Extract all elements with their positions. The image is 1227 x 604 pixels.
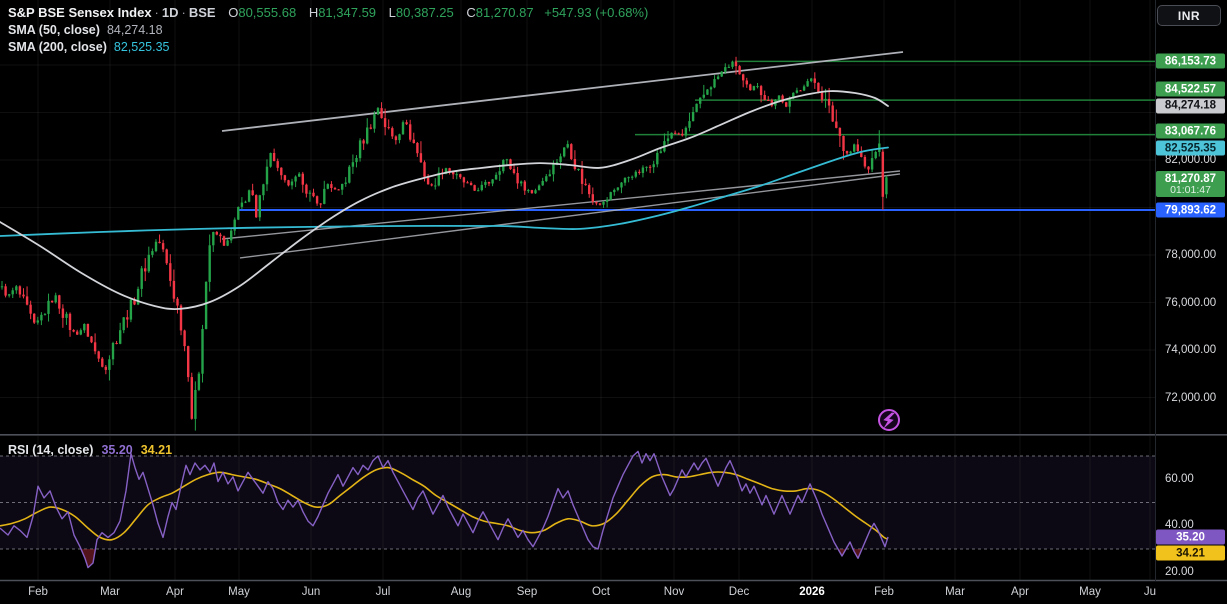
sma50-label: SMA (50, close) (8, 23, 100, 37)
axis-tick-label: 78,000.00 (1165, 249, 1217, 261)
axis-tick-label: 76,000.00 (1165, 296, 1217, 309)
flash-icon[interactable] (878, 409, 900, 431)
time-axis-label: Mar (945, 586, 965, 598)
axis-tick-label: 20.00 (1165, 566, 1194, 578)
time-axis-label: Aug (450, 586, 472, 598)
grid-lines (0, 0, 1155, 580)
time-axis-label: Apr (166, 586, 184, 598)
time-axis-label: Ju (1143, 586, 1157, 598)
price-label-badge[interactable]: 83,067.76 (1156, 123, 1225, 139)
sma200-label: SMA (200, close) (8, 40, 107, 54)
time-axis-label: Jun (301, 586, 321, 598)
open-label: O (228, 5, 239, 20)
time-axis-label: Sep (516, 586, 538, 598)
price-label-badge[interactable]: 34.21 (1156, 545, 1225, 561)
rsi-band (0, 455, 1155, 550)
sma50-line[interactable] (0, 90, 889, 311)
rsi-ma-line[interactable] (0, 466, 889, 541)
price-label-badge[interactable]: 81,270.87 01:01:47 (1156, 171, 1225, 197)
separator-dot: · (181, 5, 186, 20)
symbol-title-row: S&P BSE Sensex Index · 1D · BSE O80,555.68 H… (8, 5, 648, 21)
timeframe-label[interactable]: 1D (161, 5, 179, 20)
price-label-badge[interactable]: 84,522.57 (1156, 81, 1225, 97)
separator-dot: · (154, 5, 159, 20)
rsi-line[interactable] (0, 450, 889, 569)
time-axis-label: Nov (663, 586, 685, 598)
countdown-timer: 01:01:47 (1170, 183, 1211, 196)
time-axis-label: May (1079, 586, 1101, 598)
sma200-legend[interactable]: SMA (200, close) 82,525.35 (8, 39, 648, 55)
candles[interactable] (0, 56, 888, 431)
sma200-line[interactable] (0, 146, 889, 237)
rsi-oversold-fill (81, 549, 862, 568)
time-axis-label: Oct (592, 586, 610, 598)
axis-tick-label: 40.00 (1165, 519, 1194, 531)
time-axis-label: Feb (28, 586, 48, 598)
high-label: H (308, 5, 319, 20)
pane-separators[interactable] (0, 0, 1227, 582)
rsi-value: 35.20 (101, 443, 133, 457)
price-label-badge[interactable]: 35.20 (1156, 529, 1225, 545)
close-label: C (466, 5, 476, 20)
axis-tick-label: 60.00 (1165, 473, 1194, 485)
rsi-legend[interactable]: RSI (14, close) 35.20 34.21 (8, 443, 172, 457)
price-label-badge[interactable]: 79,893.62 (1156, 202, 1225, 218)
time-axis-label: Apr (1011, 586, 1029, 598)
price-label-badge[interactable]: 86,153.73 (1156, 53, 1225, 69)
price-axis[interactable]: 82,000.00 78,000.00 76,000.00 74,000.00 72,0… (1155, 0, 1227, 581)
open-value: 80,555.68 (238, 5, 297, 20)
exchange-label: BSE (188, 5, 216, 20)
trendlines[interactable] (221, 51, 904, 259)
rsi-ma-value: 34.21 (140, 443, 173, 457)
time-axis-label: Dec (728, 586, 750, 598)
symbol-name[interactable]: S&P BSE Sensex Index (8, 5, 152, 20)
sma50-legend[interactable]: SMA (50, close) 84,274.18 (8, 22, 648, 38)
axis-tick-label: 82,000.00 (1165, 154, 1217, 166)
close-value: 81,270.87 (475, 5, 534, 20)
sma200-value: 82,525.35 (113, 40, 170, 54)
price-label-badge[interactable]: 84,274.18 (1156, 98, 1225, 113)
change-value: +547.93 (+0.68%) (544, 5, 649, 20)
time-axis-label: May (228, 586, 250, 598)
axis-tick-label: 72,000.00 (1165, 391, 1217, 404)
time-axis-label: Jul (375, 586, 391, 598)
sma50-value: 84,274.18 (106, 23, 163, 37)
currency-toggle-button[interactable]: INR (1157, 5, 1221, 26)
time-axis-label: Mar (100, 586, 120, 598)
axis-tick-label: 74,000.00 (1165, 344, 1217, 356)
rsi-label: RSI (14, close) (8, 443, 94, 457)
price-label-badge[interactable]: 82,525.35 (1156, 140, 1225, 156)
time-axis-label: 2026 (799, 586, 825, 598)
high-value: 81,347.59 (318, 5, 377, 20)
low-value: 80,387.25 (395, 5, 454, 20)
time-axis-label: Feb (874, 586, 894, 598)
symbol-header[interactable]: S&P BSE Sensex Index · 1D · BSE O80,555.68 H… (8, 5, 648, 55)
time-axis[interactable]: Feb Mar Apr May Jun Jul Aug Sep Oct Nov Dec 2026 Feb… (0, 581, 1227, 604)
low-label: L (388, 5, 396, 20)
